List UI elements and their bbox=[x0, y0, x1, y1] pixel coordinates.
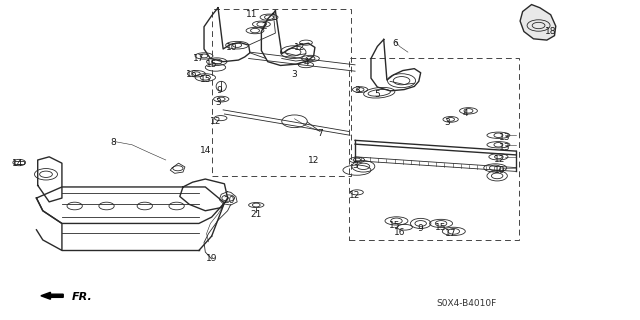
Text: 15: 15 bbox=[206, 60, 218, 69]
Text: 8: 8 bbox=[110, 138, 116, 147]
Text: 15: 15 bbox=[435, 223, 447, 232]
Text: 7: 7 bbox=[317, 129, 323, 138]
Text: 12: 12 bbox=[494, 155, 506, 164]
Text: S0X4-B4010F: S0X4-B4010F bbox=[436, 299, 497, 308]
Text: 12: 12 bbox=[294, 43, 305, 52]
Text: 16: 16 bbox=[394, 228, 405, 237]
Text: 14: 14 bbox=[200, 146, 211, 155]
Bar bbox=[212, 9, 351, 177]
Text: 3: 3 bbox=[215, 99, 221, 108]
Text: 3: 3 bbox=[445, 118, 451, 127]
Text: FR.: FR. bbox=[72, 292, 92, 302]
Text: 12: 12 bbox=[211, 117, 222, 126]
FancyArrow shape bbox=[41, 292, 63, 299]
Text: 12: 12 bbox=[308, 156, 319, 165]
Text: 3: 3 bbox=[352, 161, 358, 170]
Bar bbox=[349, 59, 519, 240]
Text: 14: 14 bbox=[12, 159, 23, 168]
Polygon shape bbox=[520, 4, 556, 40]
Text: 6: 6 bbox=[392, 39, 398, 48]
Text: 3: 3 bbox=[354, 86, 360, 95]
Text: 16: 16 bbox=[186, 70, 197, 79]
Text: 4: 4 bbox=[463, 108, 468, 117]
Text: 9: 9 bbox=[216, 86, 222, 95]
Bar bbox=[14, 161, 24, 164]
Text: 21: 21 bbox=[251, 210, 262, 219]
Text: 15: 15 bbox=[390, 220, 401, 229]
Text: 10: 10 bbox=[494, 166, 506, 175]
Text: 15: 15 bbox=[200, 75, 211, 84]
Text: 17: 17 bbox=[193, 54, 205, 63]
Text: 17: 17 bbox=[445, 229, 456, 238]
Text: 19: 19 bbox=[206, 254, 218, 263]
Text: 18: 18 bbox=[545, 27, 556, 36]
Text: 1: 1 bbox=[271, 13, 276, 22]
Text: 3: 3 bbox=[292, 70, 298, 79]
Text: 2: 2 bbox=[262, 22, 268, 31]
Text: 12: 12 bbox=[349, 191, 361, 200]
Text: 20: 20 bbox=[224, 196, 236, 205]
Text: 10: 10 bbox=[227, 43, 238, 52]
Text: 5: 5 bbox=[374, 90, 380, 99]
Text: 13: 13 bbox=[499, 133, 511, 142]
Text: 13: 13 bbox=[499, 143, 511, 152]
Text: 4: 4 bbox=[303, 58, 308, 67]
Text: 11: 11 bbox=[246, 10, 257, 19]
Text: 9: 9 bbox=[418, 224, 424, 233]
